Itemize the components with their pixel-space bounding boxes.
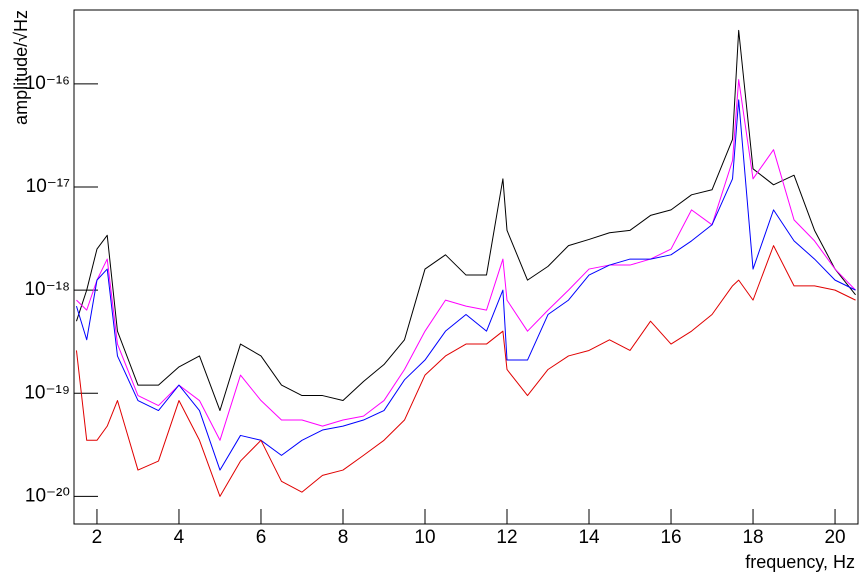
x-tick-label: 8 (338, 527, 349, 548)
x-tick-label: 16 (660, 527, 681, 548)
x-tick-label: 18 (742, 527, 763, 548)
x-tick-label: 12 (496, 527, 517, 548)
x-tick-label: 2 (92, 527, 103, 548)
data-line (75, 99, 856, 471)
y-tick-label: 10⁻¹⁹ (24, 382, 70, 403)
x-tick-label: 4 (174, 527, 185, 548)
y-tick-label: 10⁻¹⁶ (25, 73, 70, 94)
y-axis-title: amplitude/√Hz (11, 10, 31, 125)
x-tick-label: 10 (414, 527, 435, 548)
data-line (75, 245, 856, 497)
x-tick-label: 20 (824, 527, 845, 548)
y-tick-label: 10⁻²⁰ (25, 485, 70, 506)
y-tick-label: 10⁻¹⁸ (24, 279, 70, 300)
x-axis-title: frequency, Hz (745, 552, 855, 572)
data-line (75, 29, 856, 412)
y-tick-label: 10⁻¹⁷ (26, 176, 70, 197)
plot-frame (73, 9, 859, 525)
x-tick-label: 14 (578, 527, 600, 548)
x-tick-label: 6 (256, 527, 267, 548)
